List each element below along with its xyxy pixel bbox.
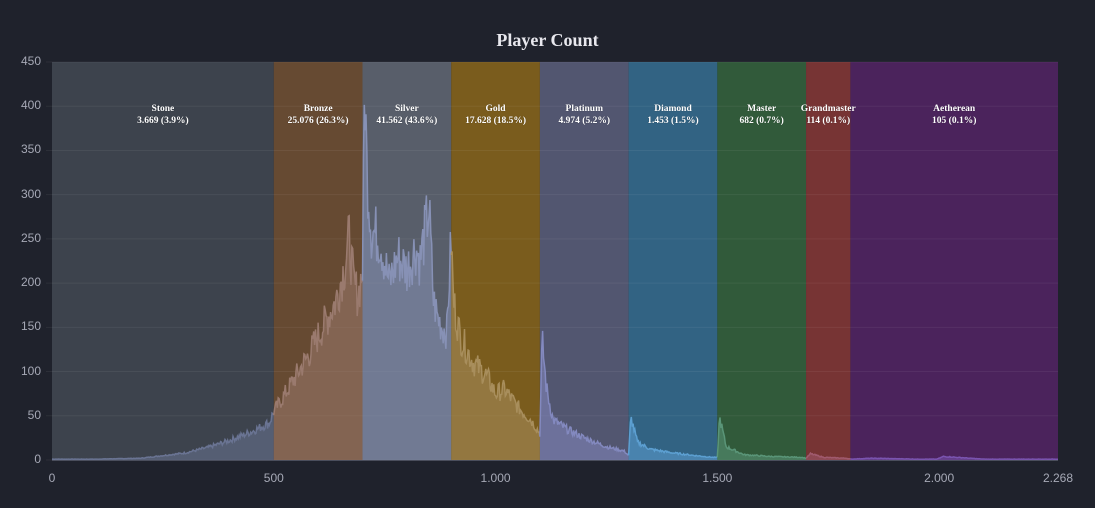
band-aetherean	[850, 62, 1058, 460]
band-platinum	[539, 62, 629, 460]
y-tick-label: 200	[20, 275, 41, 290]
band-stone	[52, 62, 274, 460]
area-stone	[52, 413, 274, 460]
line-master	[716, 417, 807, 460]
y-tick-label: 400	[20, 98, 41, 113]
band-name: Bronze	[303, 104, 333, 114]
band-count: 17.628 (18.5%)	[465, 116, 527, 126]
band-name: Grandmaster	[800, 104, 856, 114]
band-name: Aetherean	[933, 104, 976, 114]
band-count: 25.076 (26.3%)	[287, 116, 349, 126]
band-name: Stone	[151, 104, 175, 114]
line-gold	[450, 251, 541, 437]
area-silver	[362, 104, 452, 461]
band-count: 1.453 (1.5%)	[647, 116, 699, 126]
band-count: 114 (0.1%)	[806, 116, 851, 126]
band-name: Diamond	[654, 104, 692, 114]
y-tick-label: 0	[34, 452, 41, 466]
band-count: 3.669 (3.9%)	[137, 116, 189, 126]
band-label-master: Master 682 (0.7%)	[740, 103, 784, 127]
band-name: Gold	[485, 104, 506, 114]
band-name: Silver	[394, 104, 419, 114]
x-tick-label: 0	[48, 471, 56, 485]
y-tick-label: 100	[20, 363, 41, 378]
band-name: Platinum	[565, 104, 604, 114]
band-label-platinum: Platinum 4.974 (5.2%)	[559, 103, 610, 127]
band-diamond	[628, 62, 718, 460]
band-label-stone: Stone 3.669 (3.9%)	[137, 103, 188, 127]
x-tick-label: 500	[263, 471, 284, 485]
y-tick-label: 350	[20, 142, 41, 157]
band-count: 105 (0.1%)	[932, 116, 977, 126]
line-aetherean	[850, 455, 1058, 460]
line-stone	[52, 411, 275, 460]
x-tick-label: 1.000	[480, 471, 511, 485]
line-diamond	[627, 416, 718, 459]
band-grandmaster	[806, 62, 851, 460]
y-tick-label: 450	[20, 54, 41, 68]
band-count: 4.974 (5.2%)	[558, 116, 610, 126]
x-tick-label: 1.500	[702, 471, 733, 485]
y-tick-label: 300	[20, 186, 41, 201]
line-grandmaster	[805, 451, 851, 460]
line-silver	[361, 104, 452, 349]
band-label-grandmaster: Grandmaster 114 (0.1%)	[801, 103, 856, 127]
line-bronze	[273, 214, 364, 416]
chart-title: Player Count	[496, 30, 599, 50]
band-name: Master	[747, 104, 777, 114]
area-master	[717, 417, 807, 460]
band-label-silver: Silver 41.562 (43.6%)	[376, 103, 437, 127]
band-label-bronze: Bronze 25.076 (26.3%)	[288, 103, 349, 127]
y-tick-label: 150	[20, 319, 41, 334]
x-tick-label: 2.000	[924, 471, 955, 485]
area-platinum	[539, 330, 629, 460]
x-tick-label: 2.268	[1042, 471, 1074, 485]
band-label-gold: Gold 17.628 (18.5%)	[465, 103, 526, 127]
band-count: 682 (0.7%)	[739, 116, 784, 126]
y-tick-label: 250	[20, 230, 41, 245]
y-tick-label: 50	[27, 407, 41, 422]
band-label-diamond: Diamond 1.453 (1.5%)	[647, 103, 698, 127]
band-master	[717, 62, 807, 460]
line-platinum	[539, 330, 629, 456]
band-label-aetherean: Aetherean 105 (0.1%)	[932, 103, 976, 127]
band-count: 41.562 (43.6%)	[376, 116, 438, 126]
